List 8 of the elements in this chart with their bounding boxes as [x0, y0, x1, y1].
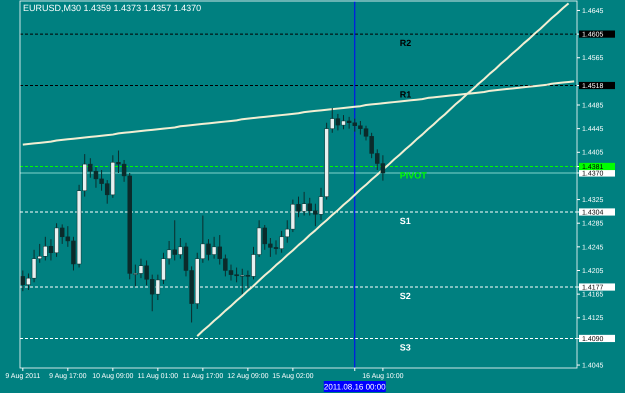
ref-line-label: R2: [400, 38, 412, 48]
x-tick-label: 2011.08.16 00:00: [324, 382, 386, 392]
ref-line-label: S3: [400, 342, 411, 352]
ref-line-label: S1: [400, 216, 411, 226]
chart-title: EURUSD,M30 1.4359 1.4373 1.4357 1.4370: [23, 3, 202, 13]
ref-line-label: S2: [400, 291, 411, 302]
ref-line-label: R1: [400, 90, 412, 100]
ref-line-label: PIVOT: [400, 170, 428, 180]
